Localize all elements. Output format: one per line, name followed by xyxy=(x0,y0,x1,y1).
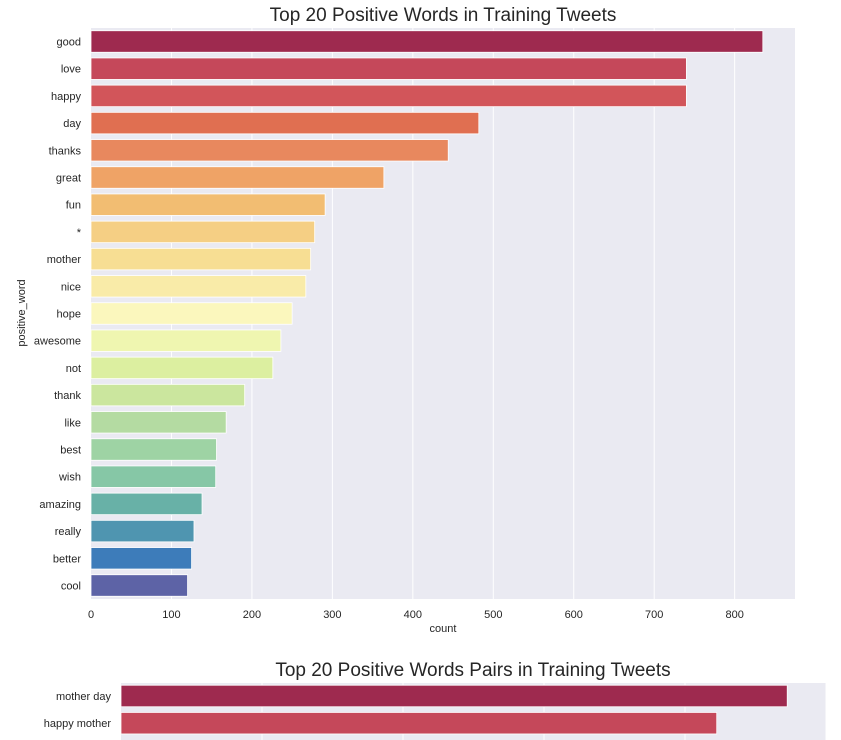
bar xyxy=(90,275,307,298)
bar xyxy=(90,166,385,189)
y-tick-label: best xyxy=(60,445,81,457)
bar xyxy=(90,247,312,271)
y-tick-label: happy xyxy=(51,91,81,103)
y-tick-label: amazing xyxy=(39,499,81,511)
y-tick-label: love xyxy=(61,64,81,76)
y-tick-label: thanks xyxy=(49,145,82,157)
bar xyxy=(120,684,788,708)
y-tick-label: mother xyxy=(47,254,82,266)
x-axis-label: count xyxy=(430,623,457,635)
bar xyxy=(90,111,480,135)
y-tick-labels: good love happy day thanks great fun * mother nic… xyxy=(34,37,82,593)
bar xyxy=(120,712,718,735)
bar xyxy=(90,302,293,325)
y-tick-label: not xyxy=(66,363,81,375)
y-tick-label: awesome xyxy=(34,336,81,348)
chart-word-pairs: Top 20 Positive Words Pairs in Training … xyxy=(44,660,827,740)
bar xyxy=(90,411,227,434)
x-tick-label: 300 xyxy=(323,609,341,621)
bar xyxy=(90,356,274,380)
bar xyxy=(90,30,764,53)
bar xyxy=(90,519,195,543)
x-tick-label: 400 xyxy=(404,609,422,621)
y-tick-label: thank xyxy=(54,390,81,402)
y-tick-label: * xyxy=(77,227,82,239)
y-tick-label: fun xyxy=(66,200,81,212)
x-tick-label: 600 xyxy=(565,609,583,621)
y-tick-label: better xyxy=(53,553,81,565)
x-tick-label: 500 xyxy=(484,609,502,621)
x-tick-label: 200 xyxy=(243,609,261,621)
y-tick-label: cool xyxy=(61,581,81,593)
y-tick-label: really xyxy=(55,526,82,538)
bars xyxy=(90,30,764,597)
x-tick-label: 800 xyxy=(725,609,743,621)
chart-title: Top 20 Positive Words in Training Tweets xyxy=(270,5,617,26)
bar xyxy=(90,57,687,80)
bar xyxy=(90,574,188,597)
y-tick-label: good xyxy=(57,37,81,49)
bar xyxy=(90,220,316,244)
y-tick-label: great xyxy=(56,173,81,185)
bar xyxy=(90,329,282,352)
y-tick-labels: mother day happy mother xyxy=(44,691,112,730)
chart-words: Top 20 Positive Words in Training Tweets… xyxy=(16,5,795,635)
bar xyxy=(90,465,217,488)
bar xyxy=(90,84,687,108)
bars xyxy=(120,684,788,735)
x-tick-label: 100 xyxy=(162,609,180,621)
bar xyxy=(90,383,246,407)
x-tick-labels: 0 100 200 300 400 500 600 700 800 xyxy=(88,609,744,621)
y-tick-label: day xyxy=(63,118,81,130)
bar xyxy=(90,139,449,162)
y-tick-label: wish xyxy=(58,472,81,484)
y-tick-label: hope xyxy=(57,309,81,321)
y-tick-label: nice xyxy=(61,281,81,293)
bar xyxy=(90,492,203,516)
y-tick-label: like xyxy=(64,417,81,429)
bar xyxy=(90,438,217,461)
y-axis-label: positive_word xyxy=(16,279,28,346)
chart-title: Top 20 Positive Words Pairs in Training … xyxy=(275,660,670,681)
x-tick-label: 0 xyxy=(88,609,94,621)
y-tick-label: mother day xyxy=(56,691,112,703)
bar xyxy=(90,547,192,570)
bar xyxy=(90,193,326,216)
x-tick-label: 700 xyxy=(645,609,663,621)
y-tick-label: happy mother xyxy=(44,718,112,730)
